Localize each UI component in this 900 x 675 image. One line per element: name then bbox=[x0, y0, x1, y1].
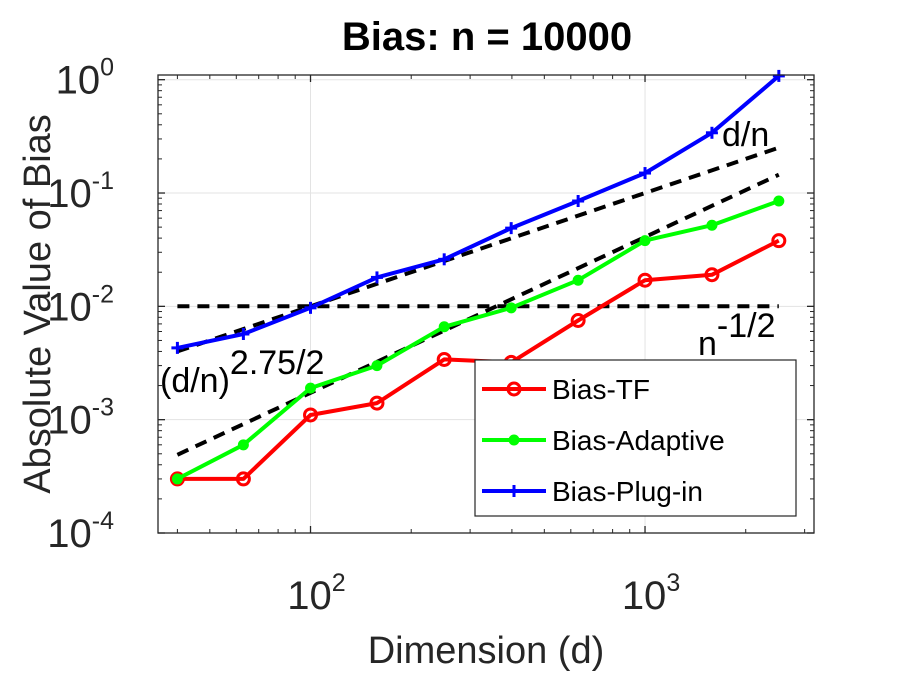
y-tick-label-base: 10 bbox=[47, 172, 92, 216]
y-tick-label-base: 10 bbox=[47, 512, 92, 556]
y-tick-label: 10-3 bbox=[47, 394, 114, 443]
x-tick-label-exponent: 2 bbox=[332, 569, 346, 597]
series-bias-plug-in bbox=[171, 69, 785, 354]
chart-title: Bias: n = 10000 bbox=[342, 15, 632, 59]
reference-line-1 bbox=[176, 172, 780, 457]
legend-item-bias-plug-in: Bias-Plug-in bbox=[482, 476, 703, 507]
series-line bbox=[176, 74, 781, 350]
data-point bbox=[572, 274, 584, 286]
x-tick-label-base: 10 bbox=[622, 574, 667, 618]
y-tick-label: 10-4 bbox=[47, 507, 114, 556]
legend-item-bias-adaptive: Bias-Adaptive bbox=[482, 425, 725, 456]
annotation-power-law-exponent: 2.75/2 bbox=[230, 344, 325, 382]
y-tick-label-base: 10 bbox=[47, 399, 92, 443]
plot-frame bbox=[157, 74, 815, 534]
legend-marker bbox=[508, 485, 520, 497]
data-point bbox=[570, 313, 586, 329]
y-tick-label: 100 bbox=[56, 54, 114, 103]
reference-line-0 bbox=[176, 145, 780, 354]
series-line bbox=[176, 199, 780, 481]
data-point bbox=[706, 219, 718, 231]
annotation-root-n: n-1/2 bbox=[698, 307, 776, 363]
data-point bbox=[772, 69, 785, 82]
data-point bbox=[305, 382, 317, 394]
legend-marker bbox=[506, 381, 522, 397]
legend-item-bias-tf: Bias-TF bbox=[482, 374, 650, 405]
data-point bbox=[171, 473, 183, 485]
data-point bbox=[704, 267, 720, 283]
data-point bbox=[639, 167, 652, 180]
legend-label: Bias-Adaptive bbox=[552, 425, 725, 456]
data-point bbox=[572, 195, 585, 208]
data-point bbox=[371, 360, 383, 372]
y-tick-label-base: 10 bbox=[56, 59, 101, 103]
x-tick-label-exponent: 3 bbox=[666, 569, 680, 597]
x-tick-label-base: 10 bbox=[287, 574, 332, 618]
data-point bbox=[705, 126, 718, 139]
data-point bbox=[171, 341, 184, 354]
data-point bbox=[169, 471, 185, 487]
legend-label: Bias-TF bbox=[552, 374, 650, 405]
annotation-root-n-base: n bbox=[698, 325, 717, 363]
data-point bbox=[369, 395, 385, 411]
y-tick-label-base: 10 bbox=[47, 285, 92, 329]
x-tick-label: 102 bbox=[287, 569, 345, 618]
annotations: d/n (d/n)2.75/2 n-1/2 bbox=[160, 116, 776, 400]
x-tick-label: 103 bbox=[622, 569, 680, 618]
legend-marker bbox=[508, 434, 520, 446]
legend-label: Bias-Plug-in bbox=[552, 476, 703, 507]
data-point bbox=[771, 233, 787, 249]
data-point bbox=[235, 471, 251, 487]
y-tick-label-exponent: -1 bbox=[92, 167, 114, 195]
series-layer bbox=[169, 69, 787, 487]
reference-lines bbox=[176, 145, 780, 457]
y-tick-label-exponent: -2 bbox=[92, 280, 114, 308]
data-point bbox=[304, 301, 317, 314]
y-tick-label: 10-1 bbox=[47, 167, 114, 216]
legend: Bias-TF Bias-Adaptive Bias-Plug-in bbox=[474, 359, 797, 517]
data-point bbox=[370, 271, 383, 284]
data-point bbox=[237, 439, 249, 451]
y-tick-label: 10-2 bbox=[47, 280, 114, 329]
y-tick-label-exponent: -4 bbox=[92, 507, 114, 535]
y-tick-label-exponent: -3 bbox=[92, 394, 114, 422]
data-point bbox=[505, 302, 517, 314]
data-point bbox=[303, 407, 319, 423]
annotation-power-law: (d/n)2.75/2 bbox=[160, 344, 324, 400]
x-axis-label: Dimension (d) bbox=[368, 630, 605, 672]
data-point bbox=[436, 351, 452, 367]
annotation-power-law-base: (d/n) bbox=[160, 362, 230, 400]
annotation-d-over-n: d/n bbox=[722, 116, 769, 154]
data-point bbox=[237, 328, 250, 341]
data-point bbox=[639, 235, 651, 247]
annotation-root-n-exponent: -1/2 bbox=[717, 307, 776, 345]
data-point bbox=[505, 222, 518, 235]
y-axis-label: Absolute Value of Bias bbox=[17, 114, 59, 494]
data-point bbox=[773, 195, 785, 207]
series-bias-adaptive bbox=[171, 195, 785, 485]
data-point bbox=[438, 253, 451, 266]
data-point bbox=[637, 272, 653, 288]
data-point bbox=[438, 321, 450, 333]
y-tick-label-exponent: 0 bbox=[100, 54, 114, 82]
